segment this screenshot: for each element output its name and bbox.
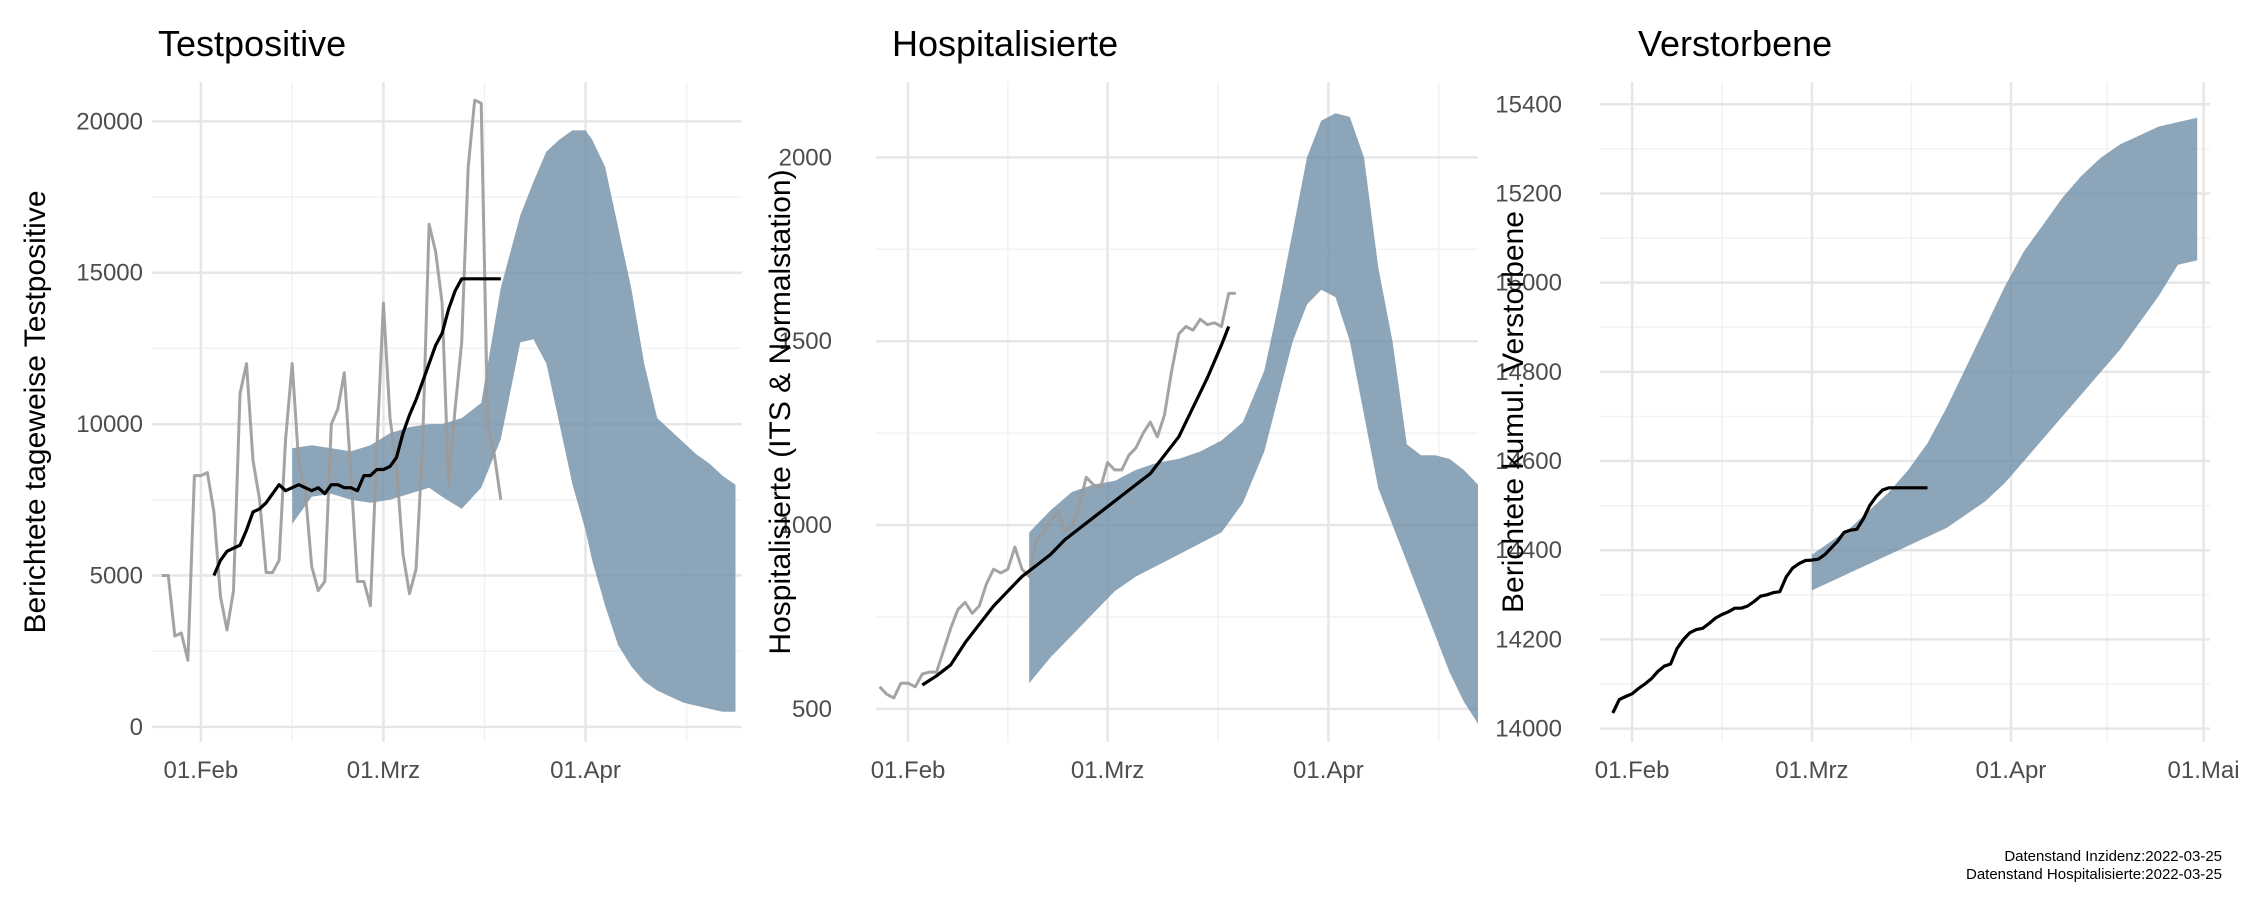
panel-2: 500 1000 1500 2000 01.Feb 01.Mrz 01.Apr Hospita… (764, 23, 1478, 784)
smoothed-line (212, 277, 501, 577)
y-tick-label: 0 (130, 714, 143, 741)
y-tick-label: 20000 (76, 108, 143, 135)
y-tick-label: 15200 (1495, 180, 1562, 207)
y-axis-label: Hospitalisierte (ITS & Normalstation) (764, 169, 797, 654)
x-tick-label: 01.Feb (871, 757, 946, 784)
smoothed-line (1611, 486, 1928, 714)
panel-1: 0 5000 10000 15000 20000 01.Feb 01.Mrz 01.Apr Te… (19, 23, 742, 784)
prediction-band (1029, 113, 1478, 724)
x-tick-label: 01.Apr (1976, 757, 2047, 784)
x-tick-label: 01.Feb (1595, 757, 1670, 784)
y-axis-label: Berichtete kumul. Verstorbene (1497, 211, 1530, 613)
y-tick-label: 14200 (1495, 626, 1562, 653)
x-tick-label: 01.Apr (1293, 757, 1364, 784)
panel-title: Testpositive (158, 23, 346, 64)
x-tick-label: 01.Mrz (1775, 757, 1848, 784)
panel-3: 14000 14200 14400 14600 14800 15000 15200 15400… (1495, 23, 2239, 784)
x-tick-label: 01.Mai (2168, 757, 2240, 784)
y-tick-label: 15400 (1495, 91, 1562, 118)
prediction-band (1811, 117, 2198, 591)
data-status-hospitalized: Datenstand Hospitalisierte:2022-03-25 (1966, 866, 2222, 883)
panel-title: Verstorbene (1638, 23, 1832, 64)
data-status-incidence: Datenstand Inzidenz:2022-03-25 (2004, 848, 2222, 865)
prediction-band (292, 130, 736, 712)
y-tick-label: 2000 (779, 144, 832, 171)
reported-line (878, 291, 1236, 700)
panel-title: Hospitalisierte (892, 23, 1118, 64)
x-tick-label: 01.Mrz (347, 757, 420, 784)
smoothed-line (921, 325, 1231, 687)
y-tick-label: 1500 (779, 328, 832, 355)
x-tick-label: 01.Feb (164, 757, 239, 784)
x-tick-label: 01.Apr (550, 757, 621, 784)
y-tick-label: 15000 (1495, 270, 1562, 297)
y-tick-label: 14000 (1495, 716, 1562, 743)
y-tick-label: 14400 (1495, 537, 1562, 564)
y-tick-label: 15000 (76, 260, 143, 287)
y-axis-label: Berichtete tageweise Testpositive (19, 190, 52, 633)
y-tick-label: 5000 (90, 562, 143, 589)
y-tick-label: 1000 (779, 512, 832, 539)
y-tick-label: 10000 (76, 411, 143, 438)
y-tick-label: 500 (792, 696, 832, 723)
y-tick-label: 14600 (1495, 448, 1562, 475)
y-tick-label: 14800 (1495, 359, 1562, 386)
x-tick-label: 01.Mrz (1071, 757, 1144, 784)
